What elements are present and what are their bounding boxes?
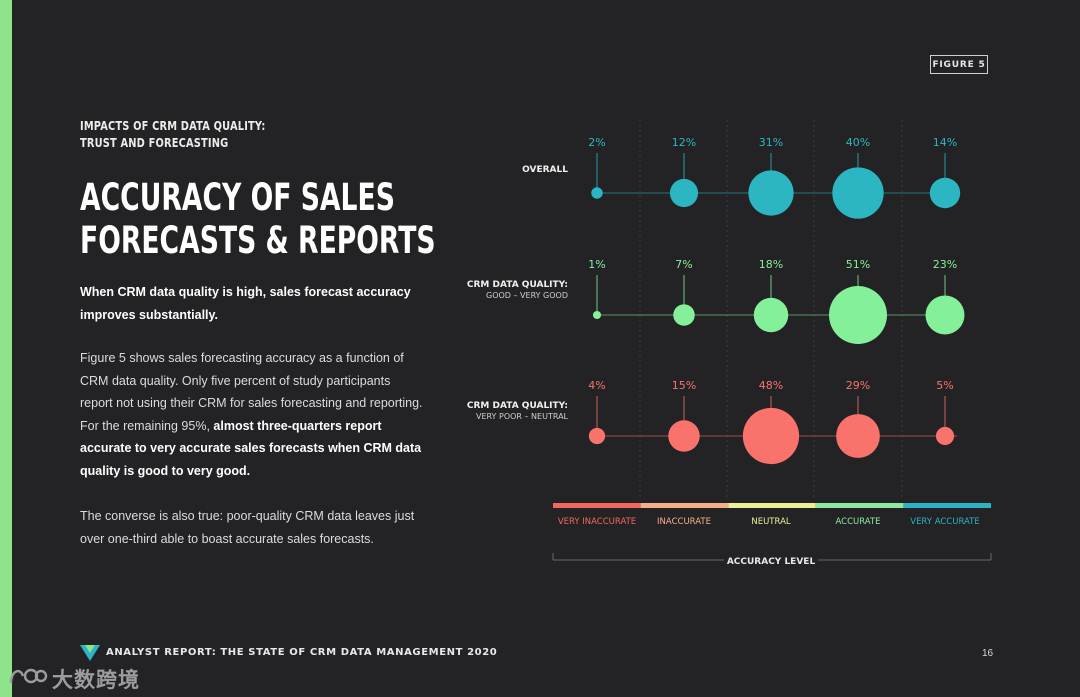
lead-paragraph: When CRM data quality is high, sales for… xyxy=(80,285,411,322)
bubble-1-3 xyxy=(829,286,887,344)
bubble-2-4 xyxy=(935,426,955,446)
bubble-2-0 xyxy=(588,427,606,445)
data-label-1-4: 23% xyxy=(933,258,957,271)
data-label-0-1: 12% xyxy=(672,136,696,149)
x-axis-title: ACCURACY LEVEL xyxy=(727,557,816,567)
category-label-3: ACCURATE xyxy=(835,517,880,527)
data-label-2-2: 48% xyxy=(759,379,783,392)
category-label-0: VERY INACCURATE xyxy=(558,517,636,527)
category-label-4: VERY ACCURATE xyxy=(910,517,979,527)
data-label-0-0: 2% xyxy=(588,136,605,149)
scale-segment-1 xyxy=(640,503,729,508)
accent-bar xyxy=(0,0,12,697)
bubble-0-4 xyxy=(929,177,961,209)
data-label-0-4: 14% xyxy=(933,136,957,149)
data-label-2-1: 15% xyxy=(672,379,696,392)
data-label-1-2: 18% xyxy=(759,258,783,271)
page-number: 16 xyxy=(982,648,994,659)
bubble-1-4 xyxy=(925,295,965,335)
section-kicker: IMPACTS OF CRM DATA QUALITY: TRUST AND F… xyxy=(80,118,293,152)
bubble-0-2 xyxy=(748,170,794,216)
bubble-0-1 xyxy=(669,178,699,208)
row-label-1: CRM DATA QUALITY: xyxy=(467,280,568,290)
category-label-2: NEUTRAL xyxy=(751,517,791,527)
body-paragraph-2: Figure 5 shows sales forecasting accurac… xyxy=(80,347,425,482)
row-sublabel-1: GOOD – VERY GOOD xyxy=(486,291,568,300)
title-line-1: ACCURACY OF SALES xyxy=(80,176,395,219)
watermark-text: 大数跨境 xyxy=(52,669,140,692)
watermark-logo-icon xyxy=(9,668,48,684)
data-label-0-3: 40% xyxy=(846,136,870,149)
bubble-1-2 xyxy=(753,297,789,333)
bubble-2-1 xyxy=(668,420,700,452)
bubble-2-2 xyxy=(742,407,800,465)
scale-segment-4 xyxy=(903,503,991,508)
data-label-2-3: 29% xyxy=(846,379,870,392)
row-sublabel-2: VERY POOR – NEUTRAL xyxy=(476,412,569,421)
data-label-2-0: 4% xyxy=(588,379,605,392)
data-label-1-0: 1% xyxy=(588,258,605,271)
kicker-line-1: IMPACTS OF CRM DATA QUALITY: xyxy=(80,119,266,133)
body-paragraph-2-text: Figure 5 shows sales forecasting accurac… xyxy=(80,351,423,433)
data-label-0-2: 31% xyxy=(759,136,783,149)
bubble-2-3 xyxy=(836,414,880,458)
row-label-0: OVERALL xyxy=(522,165,568,175)
figure-label: FIGURE 5 xyxy=(930,55,988,74)
scale-segment-0 xyxy=(553,503,641,508)
data-label-1-3: 51% xyxy=(846,258,870,271)
bubble-0-3 xyxy=(832,167,884,219)
kicker-line-2: TRUST AND FORECASTING xyxy=(80,136,229,150)
scale-segment-3 xyxy=(815,503,904,508)
scale-segment-2 xyxy=(728,503,816,508)
footer-report-title: ANALYST REPORT: THE STATE OF CRM DATA MA… xyxy=(106,647,498,658)
body-paragraph-2-emphasis: almost three-quarters report accurate to… xyxy=(80,418,422,478)
category-label-1: INACCURATE xyxy=(657,517,711,527)
bubble-1-1 xyxy=(673,304,695,326)
brand-logo-icon xyxy=(80,645,100,661)
row-label-2: CRM DATA QUALITY: xyxy=(467,401,568,411)
data-label-2-4: 5% xyxy=(936,379,953,392)
data-label-1-1: 7% xyxy=(675,258,692,271)
bubble-1-0 xyxy=(592,310,602,320)
bubble-0-0 xyxy=(591,187,603,199)
body-paragraph-3: The converse is also true: poor-quality … xyxy=(80,509,415,546)
